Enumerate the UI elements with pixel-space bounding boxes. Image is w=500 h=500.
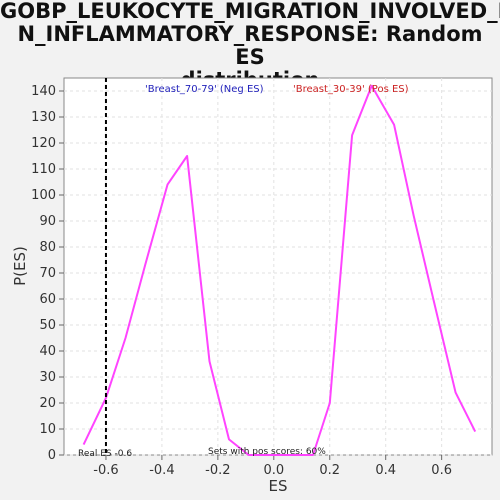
- axes: 0 10 20 30 40 50 60 70 80 90 100 110 120 130 140 -0.6 -0…: [31, 84, 452, 478]
- y-tick-label: 40: [39, 344, 56, 359]
- y-tick-label: 0: [48, 448, 56, 463]
- y-tick-label: 20: [39, 396, 56, 411]
- y-tick-label: 110: [31, 162, 56, 177]
- series-layer: [82, 78, 477, 456]
- grid-lines: [64, 78, 492, 456]
- plot-area: [63, 77, 493, 456]
- es-distribution-line: [82, 84, 477, 456]
- x-tick-label: 0.2: [319, 463, 340, 478]
- y-tick-label: 70: [39, 266, 56, 281]
- y-axis-title: P(ES): [11, 246, 29, 286]
- y-tick-label: 50: [39, 318, 56, 333]
- y-tick-label: 80: [39, 240, 56, 255]
- y-tick-label: 90: [39, 214, 56, 229]
- chart-title-line-2: N_INFLAMMATORY_RESPONSE: Random ES: [17, 22, 483, 69]
- legend-pos-es: 'Breast_30-39' (Pos ES): [293, 84, 409, 95]
- x-tick-label: 0.0: [263, 463, 284, 478]
- legend-neg-es: 'Breast_70-79' (Neg ES): [145, 84, 264, 95]
- x-tick-label: -0.2: [205, 463, 230, 478]
- y-tick-label: 100: [31, 188, 56, 203]
- y-tick-label: 140: [31, 84, 56, 99]
- y-tick-label: 120: [31, 136, 56, 151]
- y-tick-label: 10: [39, 422, 56, 437]
- chart-title-line-1: GOBP_LEUKOCYTE_MIGRATION_INVOLVED_I: [0, 0, 500, 23]
- x-tick-label: -0.4: [149, 463, 174, 478]
- real-es-annotation: Real ES -0.6: [78, 449, 132, 459]
- y-tick-label: 130: [31, 110, 56, 125]
- y-tick-label: 60: [39, 292, 56, 307]
- x-tick-label: 0.6: [431, 463, 452, 478]
- pos-scores-annotation: Sets with pos scores: 60%: [208, 447, 326, 457]
- x-axis-title: ES: [269, 477, 288, 495]
- x-tick-label: -0.6: [93, 463, 118, 478]
- y-tick-label: 30: [39, 370, 56, 385]
- x-tick-label: 0.4: [375, 463, 396, 478]
